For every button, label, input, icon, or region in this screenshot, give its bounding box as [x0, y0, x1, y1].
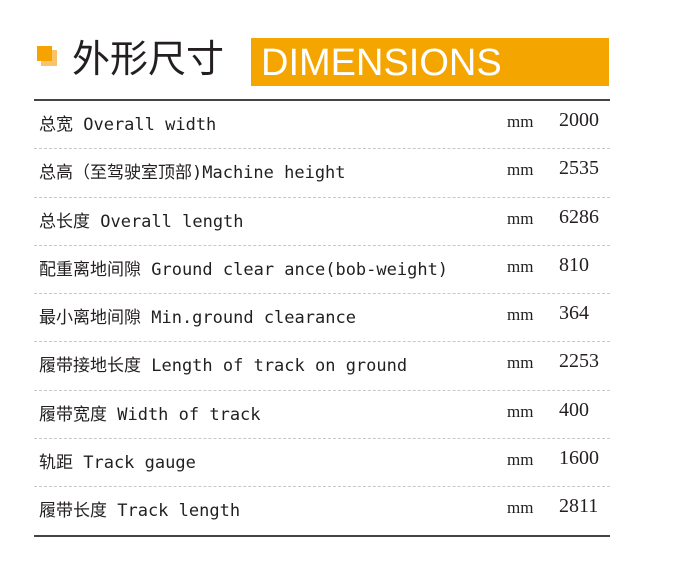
- spec-unit: mm: [507, 112, 534, 131]
- spec-unit: mm: [507, 160, 534, 180]
- spec-value: 2811: [559, 495, 599, 518]
- spec-unit: mm: [507, 305, 534, 325]
- spec-label: 履带接地长度 Length of track on ground: [39, 356, 408, 377]
- spec-label: 总高（至驾驶室顶部)Machine height: [39, 163, 346, 184]
- spec-label: 履带宽度 Width of track: [39, 404, 261, 425]
- table-row: 总长度 Overall length mm 6286: [34, 198, 610, 246]
- spec-unit: mm: [507, 208, 534, 228]
- spec-label: 轨距 Track gauge: [39, 453, 196, 474]
- spec-label: 总长度 Overall length: [39, 211, 244, 232]
- section-title-cn: 外形尺寸: [72, 37, 225, 81]
- section-title-en: DIMENSIONS: [261, 42, 502, 84]
- spec-unit: mm: [507, 401, 534, 421]
- table-row: 总高（至驾驶室顶部)Machine height mm 2535: [34, 149, 610, 198]
- spec-table: 总宽 Overall width mm 2000 总高（至驾驶室顶部)Machine …: [34, 101, 610, 537]
- divider: [34, 99, 610, 101]
- table-row: 履带宽度 Width of track mm 400: [34, 391, 610, 440]
- spec-label: 配重离地间隙 Ground clear ance(bob-weight): [39, 259, 449, 280]
- table-row: 履带接地长度 Length of track on ground mm 2253: [34, 342, 610, 391]
- spec-label: 履带长度 Track length: [39, 501, 241, 522]
- spec-value: 6286: [559, 205, 599, 228]
- spec-unit: mm: [507, 353, 534, 373]
- spec-value: 2253: [559, 350, 599, 373]
- spec-label: 总宽 Overall width: [39, 115, 217, 135]
- spec-value: 2000: [559, 109, 599, 131]
- spec-unit: mm: [507, 256, 534, 276]
- table-row: 轨距 Track gauge mm 1600: [34, 439, 610, 488]
- spec-unit: mm: [507, 498, 534, 518]
- spec-value: 400: [559, 398, 589, 421]
- spec-value: 1600: [559, 447, 599, 470]
- spec-value: 364: [559, 302, 589, 325]
- spec-label: 最小离地间隙 Min.ground clearance: [39, 308, 356, 329]
- spec-value: 810: [559, 253, 589, 276]
- table-row: 总宽 Overall width mm 2000: [34, 101, 610, 150]
- spec-unit: mm: [507, 450, 534, 470]
- square-bullet-icon: [37, 46, 57, 66]
- table-row: 配重离地间隙 Ground clear ance(bob-weight) mm 81…: [34, 246, 610, 295]
- section-title-banner: DIMENSIONS: [251, 38, 609, 86]
- spec-value: 2535: [559, 157, 599, 180]
- table-row: 最小离地间隙 Min.ground clearance mm 364: [34, 294, 610, 343]
- table-row: 履带长度 Track length mm 2811: [34, 487, 610, 537]
